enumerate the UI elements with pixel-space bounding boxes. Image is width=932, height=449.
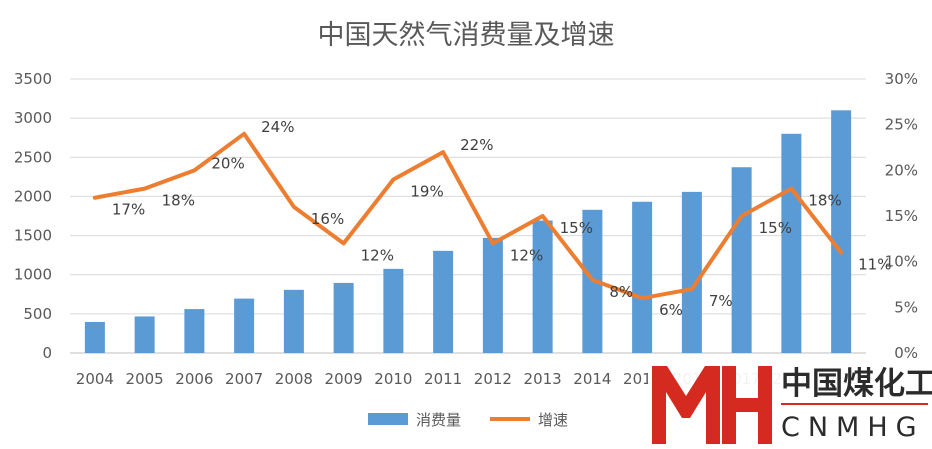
bar: [681, 191, 702, 353]
left-axis-ticks: 0 500 1000 1500 2000 2500 3000 3500: [14, 70, 52, 362]
left-axis-tick-label: 2000: [14, 187, 52, 205]
line-data-label: 15%: [759, 219, 792, 237]
line-data-label: 7%: [709, 292, 733, 310]
bar: [831, 110, 852, 353]
right-axis-tick-label: 10%: [885, 253, 918, 271]
watermark-logo: 中国煤化工 CNMHG: [648, 360, 932, 449]
line-data-label: 15%: [560, 219, 593, 237]
x-axis-tick-label: 2013: [524, 370, 562, 388]
right-axis-tick-label: 20%: [885, 161, 918, 179]
bar: [482, 237, 503, 353]
left-axis-tick-label: 500: [23, 305, 52, 323]
bar: [433, 250, 454, 353]
right-axis-tick-label: 25%: [885, 116, 918, 134]
bar: [333, 282, 354, 353]
line-data-label: 12%: [510, 246, 543, 264]
line-data-label: 24%: [261, 118, 294, 136]
line-series: [92, 131, 844, 301]
series-line: [92, 131, 844, 301]
bar: [532, 220, 553, 353]
bar: [731, 167, 752, 353]
line-data-label: 18%: [162, 192, 195, 210]
bar: [781, 133, 802, 353]
line-data-labels: 17% 18% 20% 24% 16% 12% 19% 22% 12% 15% 8% 6% 7% 15% 1…: [112, 118, 892, 319]
logo-chinese-text: 中国煤化工: [781, 366, 932, 402]
bar: [134, 316, 155, 353]
line-data-label: 22%: [460, 136, 493, 154]
right-axis-tick-label: 15%: [885, 207, 918, 225]
line-data-label: 6%: [659, 301, 683, 319]
legend-bar-swatch: [368, 413, 408, 425]
right-axis-ticks: 0% 5% 10% 15% 20% 25% 30%: [885, 70, 918, 362]
line-data-label: 12%: [361, 246, 394, 264]
left-axis-tick-label: 1000: [14, 266, 52, 284]
x-axis-tick-label: 2012: [474, 370, 512, 388]
bar: [283, 289, 304, 353]
right-axis-tick-label: 5%: [894, 298, 918, 316]
bar: [234, 298, 255, 353]
line-data-label: 20%: [211, 154, 244, 172]
x-axis-tick-label: 2014: [573, 370, 611, 388]
x-axis-tick-label: 2005: [126, 370, 164, 388]
logo-h-mark: [722, 366, 772, 444]
legend-line-label: 增速: [538, 411, 568, 429]
left-axis-tick-label: 3000: [14, 109, 52, 127]
legend: 消费量 增速: [368, 411, 568, 429]
x-axis-tick-label: 2008: [275, 370, 313, 388]
left-axis-tick-label: 1500: [14, 227, 52, 245]
left-axis-tick-label: 3500: [14, 70, 52, 88]
line-data-label: 8%: [609, 283, 633, 301]
right-axis-tick-label: 0%: [894, 344, 918, 362]
x-axis-tick-label: 2004: [76, 370, 114, 388]
x-axis-tick-label: 2009: [325, 370, 363, 388]
x-axis-tick-label: 2011: [424, 370, 462, 388]
line-data-label: 17%: [112, 201, 145, 219]
line-data-label: 18%: [808, 192, 841, 210]
x-axis-tick-label: 2006: [175, 370, 213, 388]
x-axis-tick-label: 2010: [374, 370, 412, 388]
left-axis-tick-label: 0: [42, 344, 52, 362]
right-axis-tick-label: 30%: [885, 70, 918, 88]
chart-title: 中国天然气消费量及增速: [318, 20, 615, 51]
logo-english-text: CNMHG: [781, 412, 925, 443]
line-data-label: 16%: [311, 210, 344, 228]
line-data-label: 19%: [410, 182, 443, 200]
line-data-label: 11%: [858, 256, 891, 274]
x-axis-tick-label: 2007: [225, 370, 263, 388]
logo-m-mark: [652, 366, 720, 444]
left-axis-tick-label: 2500: [14, 148, 52, 166]
bar: [84, 321, 105, 353]
bar: [632, 201, 653, 353]
legend-bar-label: 消费量: [416, 411, 461, 429]
bar: [184, 309, 205, 353]
bar: [383, 268, 404, 353]
